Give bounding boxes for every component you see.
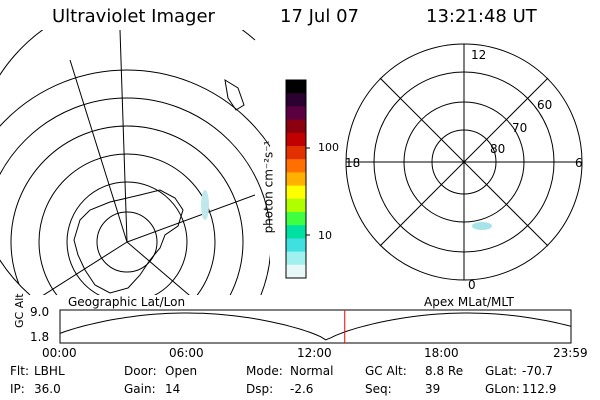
status-key: Door: bbox=[124, 364, 157, 378]
x-tick-0000: 00:00 bbox=[42, 346, 77, 360]
alt-tick-1.8: 1.8 bbox=[30, 330, 50, 344]
status-key: GC Alt: bbox=[365, 364, 407, 378]
status-value: Open bbox=[165, 364, 198, 378]
colorbar-segment bbox=[286, 106, 306, 121]
status-key: Mode: bbox=[246, 364, 283, 378]
mlt-label-18: 18 bbox=[345, 156, 361, 170]
status-value: Normal bbox=[290, 364, 334, 378]
altitude-ylabel: GC Alt bbox=[13, 293, 26, 328]
x-tick-1800: 18:00 bbox=[424, 346, 459, 360]
status-value: -2.6 bbox=[290, 382, 314, 396]
mlat-label-80: 80 bbox=[490, 142, 506, 156]
mlt-label-6: 6 bbox=[575, 156, 583, 170]
status-key: GLon: bbox=[485, 382, 520, 396]
colorbar-segment bbox=[286, 172, 306, 187]
apex-caption: Apex MLat/MLT bbox=[424, 295, 514, 309]
status-value: 36.0 bbox=[34, 382, 61, 396]
time-label: 13:21:48 UT bbox=[426, 6, 537, 27]
colorbar-tick-10: 10 bbox=[318, 229, 332, 242]
alt-tick-9: 9.0 bbox=[30, 305, 50, 319]
status-value: LBHL bbox=[34, 364, 65, 378]
x-tick-1200: 12:00 bbox=[297, 346, 332, 360]
coastline bbox=[73, 189, 184, 294]
status-value: 39 bbox=[425, 382, 441, 396]
colorbar-segment bbox=[286, 80, 306, 94]
status-key: Flt: bbox=[10, 364, 29, 378]
aurora-patch bbox=[472, 222, 492, 230]
colorbar-segment bbox=[286, 132, 306, 147]
instrument-title: Ultraviolet Imager bbox=[52, 6, 215, 27]
geographic-caption: Geographic Lat/Lon bbox=[68, 295, 186, 309]
status-value: 112.9 bbox=[522, 382, 557, 396]
color-scale bbox=[285, 79, 310, 279]
colorbar-segment bbox=[286, 146, 306, 160]
status-key: IP: bbox=[10, 382, 25, 396]
altitude-plot bbox=[59, 309, 572, 344]
colorbar-segment bbox=[286, 185, 306, 200]
geographic-map bbox=[0, 30, 270, 295]
status-value: 14 bbox=[165, 382, 181, 396]
colorbar-segment bbox=[286, 198, 306, 213]
colorbar-segment bbox=[286, 93, 306, 107]
status-key: GLat: bbox=[485, 364, 518, 378]
date-label: 17 Jul 07 bbox=[280, 6, 359, 27]
aurora-patch bbox=[201, 190, 209, 220]
colorbar-segment bbox=[286, 225, 306, 239]
colorbar-segment bbox=[286, 119, 306, 134]
mlat-label-60: 60 bbox=[537, 98, 553, 112]
colorbar-segment bbox=[286, 251, 306, 266]
mlt-label-12: 12 bbox=[471, 48, 487, 62]
status-key: Gain: bbox=[124, 382, 156, 396]
x-tick-0600: 06:00 bbox=[169, 346, 204, 360]
mlat-mlt-dial bbox=[345, 43, 583, 281]
status-key: Seq: bbox=[365, 382, 392, 396]
status-key: Dsp: bbox=[246, 382, 274, 396]
colorbar-unit-label: photon cm⁻²s⁻¹ bbox=[261, 140, 276, 234]
mlt-label-0: 0 bbox=[468, 278, 476, 292]
colorbar-segment bbox=[286, 264, 306, 279]
colorbar-segment bbox=[286, 159, 306, 173]
colorbar-segment bbox=[286, 212, 306, 226]
status-value: 8.8 Re bbox=[425, 364, 464, 378]
colorbar-tick-100: 100 bbox=[318, 141, 339, 154]
colorbar-segment bbox=[286, 238, 306, 253]
status-value: -70.7 bbox=[522, 364, 554, 378]
mlat-label-70: 70 bbox=[512, 121, 528, 135]
x-tick-2359: 23:59 bbox=[553, 346, 588, 360]
